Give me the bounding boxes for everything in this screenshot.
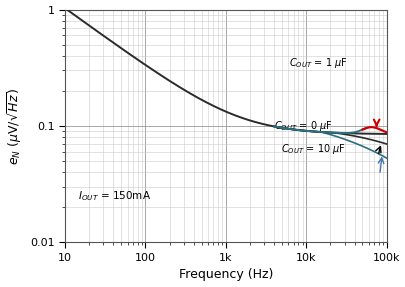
Text: $I_{OUT}$ = 150mA: $I_{OUT}$ = 150mA xyxy=(78,189,150,203)
Text: $C_{OUT}$ = 10 $\mu$F: $C_{OUT}$ = 10 $\mu$F xyxy=(280,142,344,156)
X-axis label: Frequency (Hz): Frequency (Hz) xyxy=(178,268,272,282)
Text: $C_{OUT}$ = 1 $\mu$F: $C_{OUT}$ = 1 $\mu$F xyxy=(288,56,346,70)
Text: $C_{OUT}$ = 0 $\mu$F: $C_{OUT}$ = 0 $\mu$F xyxy=(273,119,332,133)
Y-axis label: $e_N$ ($\mu$V/$\sqrt{Hz}$): $e_N$ ($\mu$V/$\sqrt{Hz}$) xyxy=(6,88,24,164)
